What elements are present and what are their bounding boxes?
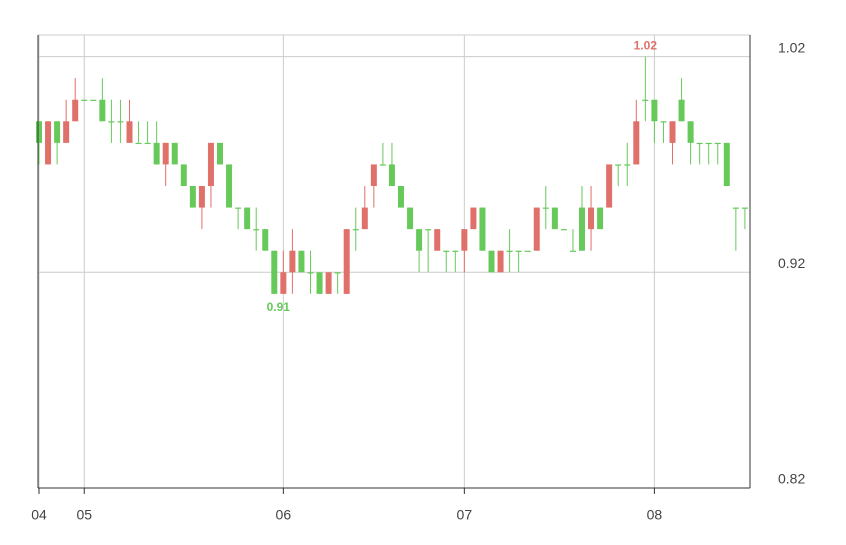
candle-body <box>379 164 386 166</box>
candle-body <box>135 142 142 145</box>
x-tick-label: 04 <box>31 507 47 523</box>
candle-body <box>416 229 423 251</box>
candle-body <box>506 250 513 252</box>
candle-body <box>687 121 694 143</box>
candle-body <box>63 121 70 143</box>
candle-body <box>72 99 79 122</box>
candles: 1.02 0.91 <box>36 39 748 314</box>
candle-body <box>235 207 242 209</box>
candle-body <box>524 250 531 252</box>
candle-body <box>90 99 97 101</box>
candle-body <box>588 207 595 230</box>
candle-body <box>569 250 576 252</box>
x-tick-label: 05 <box>76 507 92 523</box>
candle-body <box>99 99 106 122</box>
candle-body <box>542 207 549 209</box>
candle-body <box>425 229 432 231</box>
y-tick-label: 0.92 <box>778 255 805 271</box>
candle-body <box>461 229 468 251</box>
candle-body <box>316 272 323 294</box>
candle-body <box>289 250 296 273</box>
candle-body <box>189 186 196 208</box>
candle-body <box>398 186 404 208</box>
candle-body <box>443 250 450 252</box>
candle-body <box>343 229 350 294</box>
candle-body <box>488 250 495 273</box>
candle-body <box>180 164 187 186</box>
candle-body <box>226 164 233 208</box>
candle-body <box>370 164 377 186</box>
candle-body <box>352 229 359 231</box>
candle-body <box>81 99 88 101</box>
candle-body <box>361 207 368 230</box>
candle-body <box>515 250 522 252</box>
candle-body <box>407 207 414 230</box>
x-tick-label: 08 <box>647 507 663 523</box>
min-annotation: 0.91 <box>267 300 291 314</box>
candle-body <box>280 272 287 294</box>
candle-body <box>198 186 205 208</box>
candle-body <box>325 272 332 294</box>
grid <box>38 35 750 489</box>
candle-body <box>660 121 667 123</box>
candle-body <box>244 207 251 230</box>
candle-body <box>452 250 459 252</box>
candle-body <box>579 207 585 251</box>
candle-body <box>633 121 640 165</box>
candle-body <box>624 164 631 166</box>
x-tick-label: 07 <box>457 507 473 523</box>
axes: 0.82 0.92 1.02 04 05 06 07 08 <box>31 34 805 523</box>
candle-body <box>597 207 604 230</box>
candle-body <box>126 121 133 143</box>
candle-body <box>470 207 477 230</box>
candle-body <box>696 142 703 145</box>
candle-body <box>551 207 558 230</box>
candle-body <box>54 121 61 143</box>
candle-body <box>714 142 721 145</box>
candle-body <box>732 207 739 209</box>
candle-body <box>642 99 649 101</box>
candle-body <box>162 142 169 165</box>
candle-body <box>144 142 151 145</box>
candle-body <box>153 142 160 165</box>
candle-body <box>741 207 748 209</box>
candle-body <box>334 272 341 274</box>
candle-body <box>271 250 278 294</box>
candle-body <box>171 142 178 165</box>
candle-body <box>669 121 676 143</box>
candle-body <box>45 121 52 165</box>
candle-body <box>560 229 567 231</box>
max-annotation: 1.02 <box>634 39 658 53</box>
candle-body <box>298 250 305 273</box>
candle-body <box>678 99 685 122</box>
candle-body <box>533 207 540 251</box>
candle-body <box>388 164 395 186</box>
candle-body <box>615 164 622 166</box>
candle-body <box>108 121 115 123</box>
candle-body <box>307 272 314 274</box>
candle-body <box>497 250 504 273</box>
candle-body <box>479 207 486 251</box>
candle-body <box>207 142 214 186</box>
candle-body <box>434 229 441 251</box>
candle-body <box>36 121 42 143</box>
candle-body <box>217 142 223 165</box>
candle-body <box>253 229 260 231</box>
candle-body <box>117 121 124 123</box>
candle-body <box>651 99 658 122</box>
candle-body <box>262 229 269 251</box>
candle-body <box>705 142 712 145</box>
y-tick-label: 1.02 <box>778 39 805 55</box>
candle-body <box>606 164 613 208</box>
x-tick-label: 06 <box>276 507 292 523</box>
y-tick-label: 0.82 <box>778 471 805 487</box>
candle-body <box>723 142 730 186</box>
